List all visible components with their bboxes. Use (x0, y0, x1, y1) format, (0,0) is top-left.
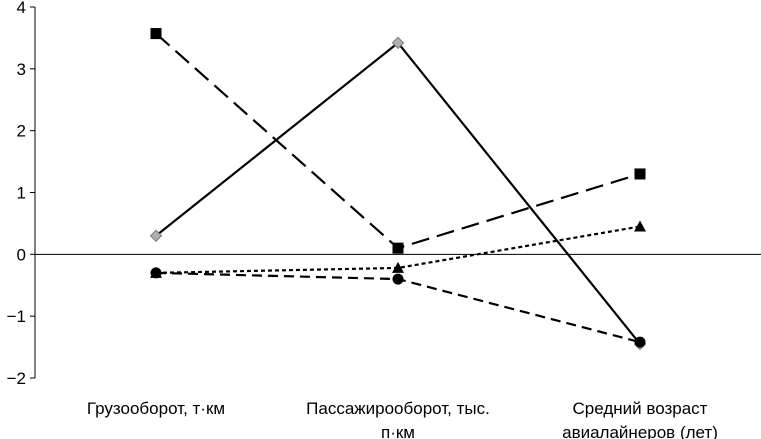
data-point-triangle (634, 220, 646, 232)
series-markers (149, 28, 647, 351)
series-line-2 (155, 32, 641, 250)
data-point-square (392, 242, 404, 254)
x-category-label: п·км (381, 423, 415, 439)
data-point-square (634, 168, 646, 180)
y-tick-labels: −2 −1 0 1 2 3 4 (7, 0, 26, 388)
x-category-label: Средний возраст (573, 399, 708, 418)
y-tick-label: 3 (17, 60, 26, 79)
data-point-triangle (392, 261, 404, 273)
series-lines (155, 32, 641, 345)
data-point-diamond (149, 229, 163, 242)
y-tick-label: 1 (17, 184, 26, 203)
x-category-label: Грузооборот, т·км (87, 399, 225, 418)
data-point-circle (634, 336, 646, 348)
data-point-square (150, 28, 162, 40)
data-point-circle (392, 273, 404, 285)
x-category-label: авиалайнеров (лет) (562, 423, 718, 439)
series-line-3 (155, 225, 641, 274)
series-line-1 (155, 41, 641, 345)
x-category-label: Пассажирооборот, тыс. (306, 399, 490, 418)
y-tick-label: −2 (7, 369, 26, 388)
x-category-labels: Грузооборот, т·км Пассажирооборот, тыс. п·… (87, 399, 718, 439)
y-tick-label: 4 (17, 0, 26, 17)
data-point-diamond (391, 36, 405, 50)
y-tick-label: 0 (17, 245, 26, 264)
data-point-circle (150, 267, 162, 279)
chart-axes (30, 6, 761, 379)
y-tick-label: 2 (17, 122, 26, 141)
y-tick-label: −1 (7, 307, 26, 326)
